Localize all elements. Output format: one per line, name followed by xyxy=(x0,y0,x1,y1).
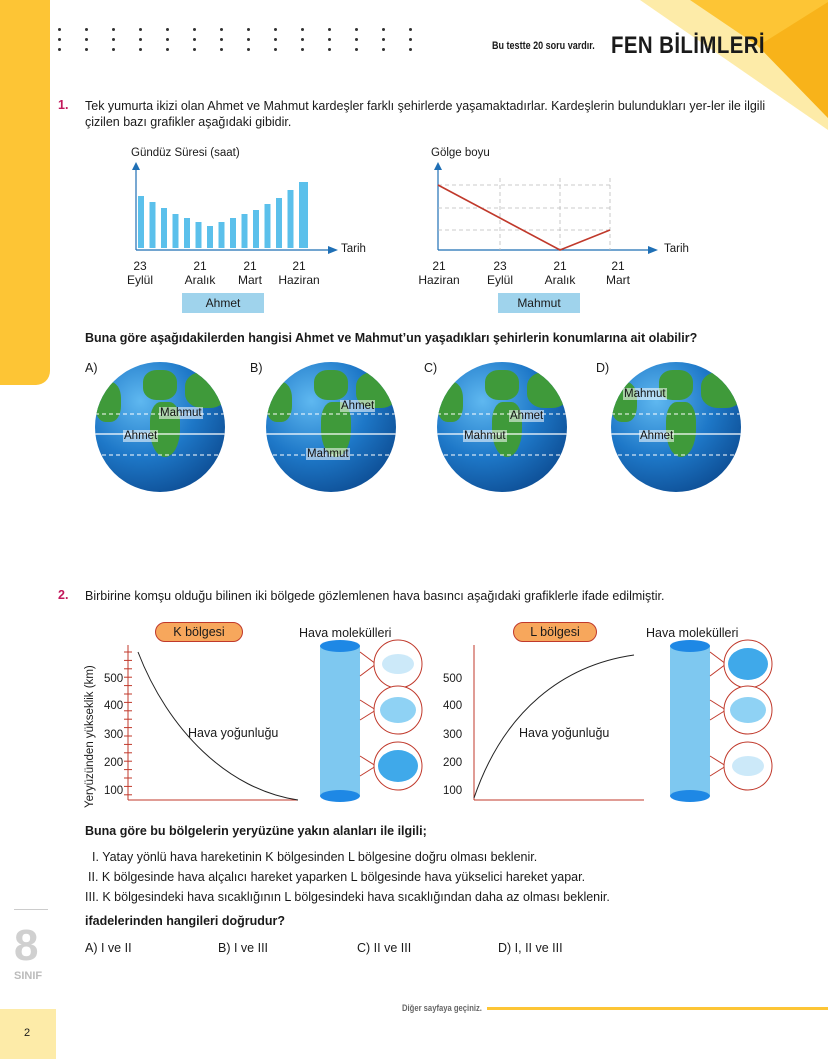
l-region-pill: L bölgesi xyxy=(513,622,597,642)
globe-option-b[interactable]: Ahmet Mahmut xyxy=(266,362,396,492)
answer-c[interactable]: C) II ve III xyxy=(357,941,412,955)
daylength-bar xyxy=(207,226,213,248)
right-chart-xlabel: Tarih xyxy=(664,243,689,255)
daylength-bar xyxy=(149,202,156,248)
option-c-mahmut-marker: Mahmut xyxy=(463,430,507,442)
option-b-mahmut-marker: Mahmut xyxy=(306,448,350,460)
daylength-bar xyxy=(230,218,236,248)
daylength-bar xyxy=(287,190,294,248)
k-ytick-100: 100 xyxy=(104,785,124,797)
right-tick-1: 21 Haziran xyxy=(418,259,460,287)
option-b-letter[interactable]: B) xyxy=(250,361,263,375)
ahmet-tag: Ahmet xyxy=(182,293,264,313)
subject-title: FEN BİLİMLERİ xyxy=(611,32,765,59)
l-ytick-200: 200 xyxy=(443,757,463,769)
question-count-note: Bu testte 20 soru vardır. xyxy=(492,40,595,52)
k-ytick-200: 200 xyxy=(104,757,124,769)
grade-word: SINIF xyxy=(14,970,43,982)
page-number-box: 2 xyxy=(0,1009,56,1059)
left-chart-ylabel: Gündüz Süresi (saat) xyxy=(131,147,240,159)
daylength-bar xyxy=(195,222,202,248)
l-air-column xyxy=(670,639,773,802)
option-d-mahmut-marker: Mahmut xyxy=(623,388,667,400)
grade-divider xyxy=(14,909,48,910)
q2-ask: ifadelerinden hangileri doğrudur? xyxy=(85,914,286,928)
q2-lead: Buna göre bu bölgelerin yeryüzüne yakın … xyxy=(85,824,427,838)
left-tick-3: 21 Mart xyxy=(238,259,262,287)
daylength-bar xyxy=(218,222,225,248)
daylength-bars xyxy=(138,182,308,248)
daylength-bar xyxy=(264,204,271,248)
right-chart-ylabel: Gölge boyu xyxy=(431,147,490,159)
globe-option-a[interactable]: Mahmut Ahmet xyxy=(95,362,225,492)
k-molecules-label: Hava molekülleri xyxy=(299,626,392,640)
option-a-mahmut-marker: Mahmut xyxy=(159,407,203,419)
q1-text: Tek yumurta ikizi olan Ahmet ve Mahmut k… xyxy=(85,99,766,129)
daylength-bar xyxy=(276,198,282,248)
statement-1: I. Yatay yönlü hava hareketinin K bölges… xyxy=(92,850,538,864)
l-molecules-label: Hava molekülleri xyxy=(646,626,739,640)
option-c-ahmet-marker: Ahmet xyxy=(509,410,545,422)
l-ytick-400: 400 xyxy=(443,700,463,712)
option-d-letter[interactable]: D) xyxy=(596,361,610,375)
altitude-axis-label: Yeryüzünden yükseklik (km) xyxy=(84,665,96,808)
option-d-ahmet-marker: Ahmet xyxy=(639,430,675,442)
option-a-letter[interactable]: A) xyxy=(85,361,98,375)
header-dot-pattern xyxy=(58,28,418,58)
globe-option-d[interactable]: Mahmut Ahmet xyxy=(611,362,741,492)
page-number: 2 xyxy=(24,1027,31,1039)
footer-rule xyxy=(487,1007,828,1010)
next-page-note: Diğer sayfaya geçiniz. xyxy=(402,1003,482,1013)
l-density-label: Hava yoğunluğu xyxy=(519,726,610,740)
answer-a[interactable]: A) I ve II xyxy=(85,941,132,955)
header-corner-decoration xyxy=(640,0,828,130)
daylength-bar xyxy=(299,182,308,248)
mahmut-tag: Mahmut xyxy=(498,293,580,313)
k-ytick-500: 500 xyxy=(104,673,124,685)
daylength-chart xyxy=(132,162,338,254)
right-tick-3: 21 Aralık xyxy=(544,259,576,287)
daylength-bar xyxy=(138,196,144,248)
globe-option-c[interactable]: Ahmet Mahmut xyxy=(437,362,567,492)
left-tick-1: 23 Eylül xyxy=(126,259,153,287)
q1-number: 1. xyxy=(58,98,69,112)
option-a-ahmet-marker: Ahmet xyxy=(123,430,159,442)
l-ytick-100: 100 xyxy=(443,785,463,797)
daylength-bar xyxy=(241,214,248,248)
q2-number: 2. xyxy=(58,588,69,602)
statement-2: II. K bölgesinde hava alçalıcı hareket y… xyxy=(88,870,586,884)
answer-d[interactable]: D) I, II ve III xyxy=(498,941,563,955)
l-ytick-300: 300 xyxy=(443,729,463,741)
grade-number: 8 xyxy=(14,921,39,970)
l-ytick-500: 500 xyxy=(443,673,463,685)
k-density-graph xyxy=(124,645,299,801)
daylength-bar xyxy=(161,208,167,248)
k-region-pill: K bölgesi xyxy=(155,622,243,642)
l-density-graph xyxy=(473,645,644,801)
yellow-side-band xyxy=(0,0,50,385)
left-tick-2: 21 Aralık xyxy=(184,259,216,287)
right-tick-2: 23 Eylül xyxy=(486,259,513,287)
daylength-bar xyxy=(184,218,190,248)
q1-question: Buna göre aşağıdakilerden hangisi Ahmet … xyxy=(85,331,698,345)
k-density-label: Hava yoğunluğu xyxy=(188,726,279,740)
k-air-column xyxy=(320,639,423,802)
statement-3: III. K bölgesindeki hava sıcaklığının L … xyxy=(85,890,610,904)
option-b-ahmet-marker: Ahmet xyxy=(340,400,376,412)
left-tick-4: 21 Haziran xyxy=(278,259,320,287)
answer-b[interactable]: B) I ve III xyxy=(218,941,269,955)
daylength-bar xyxy=(253,210,259,248)
k-ytick-400: 400 xyxy=(104,700,124,712)
q2-text: Birbirine komşu olduğu bilinen iki bölge… xyxy=(85,589,665,603)
shadow-length-chart xyxy=(434,162,658,254)
left-chart-xlabel: Tarih xyxy=(341,243,366,255)
k-ytick-300: 300 xyxy=(104,729,124,741)
option-c-letter[interactable]: C) xyxy=(424,361,438,375)
right-tick-4: 21 Mart xyxy=(606,259,630,287)
daylength-bar xyxy=(172,214,179,248)
